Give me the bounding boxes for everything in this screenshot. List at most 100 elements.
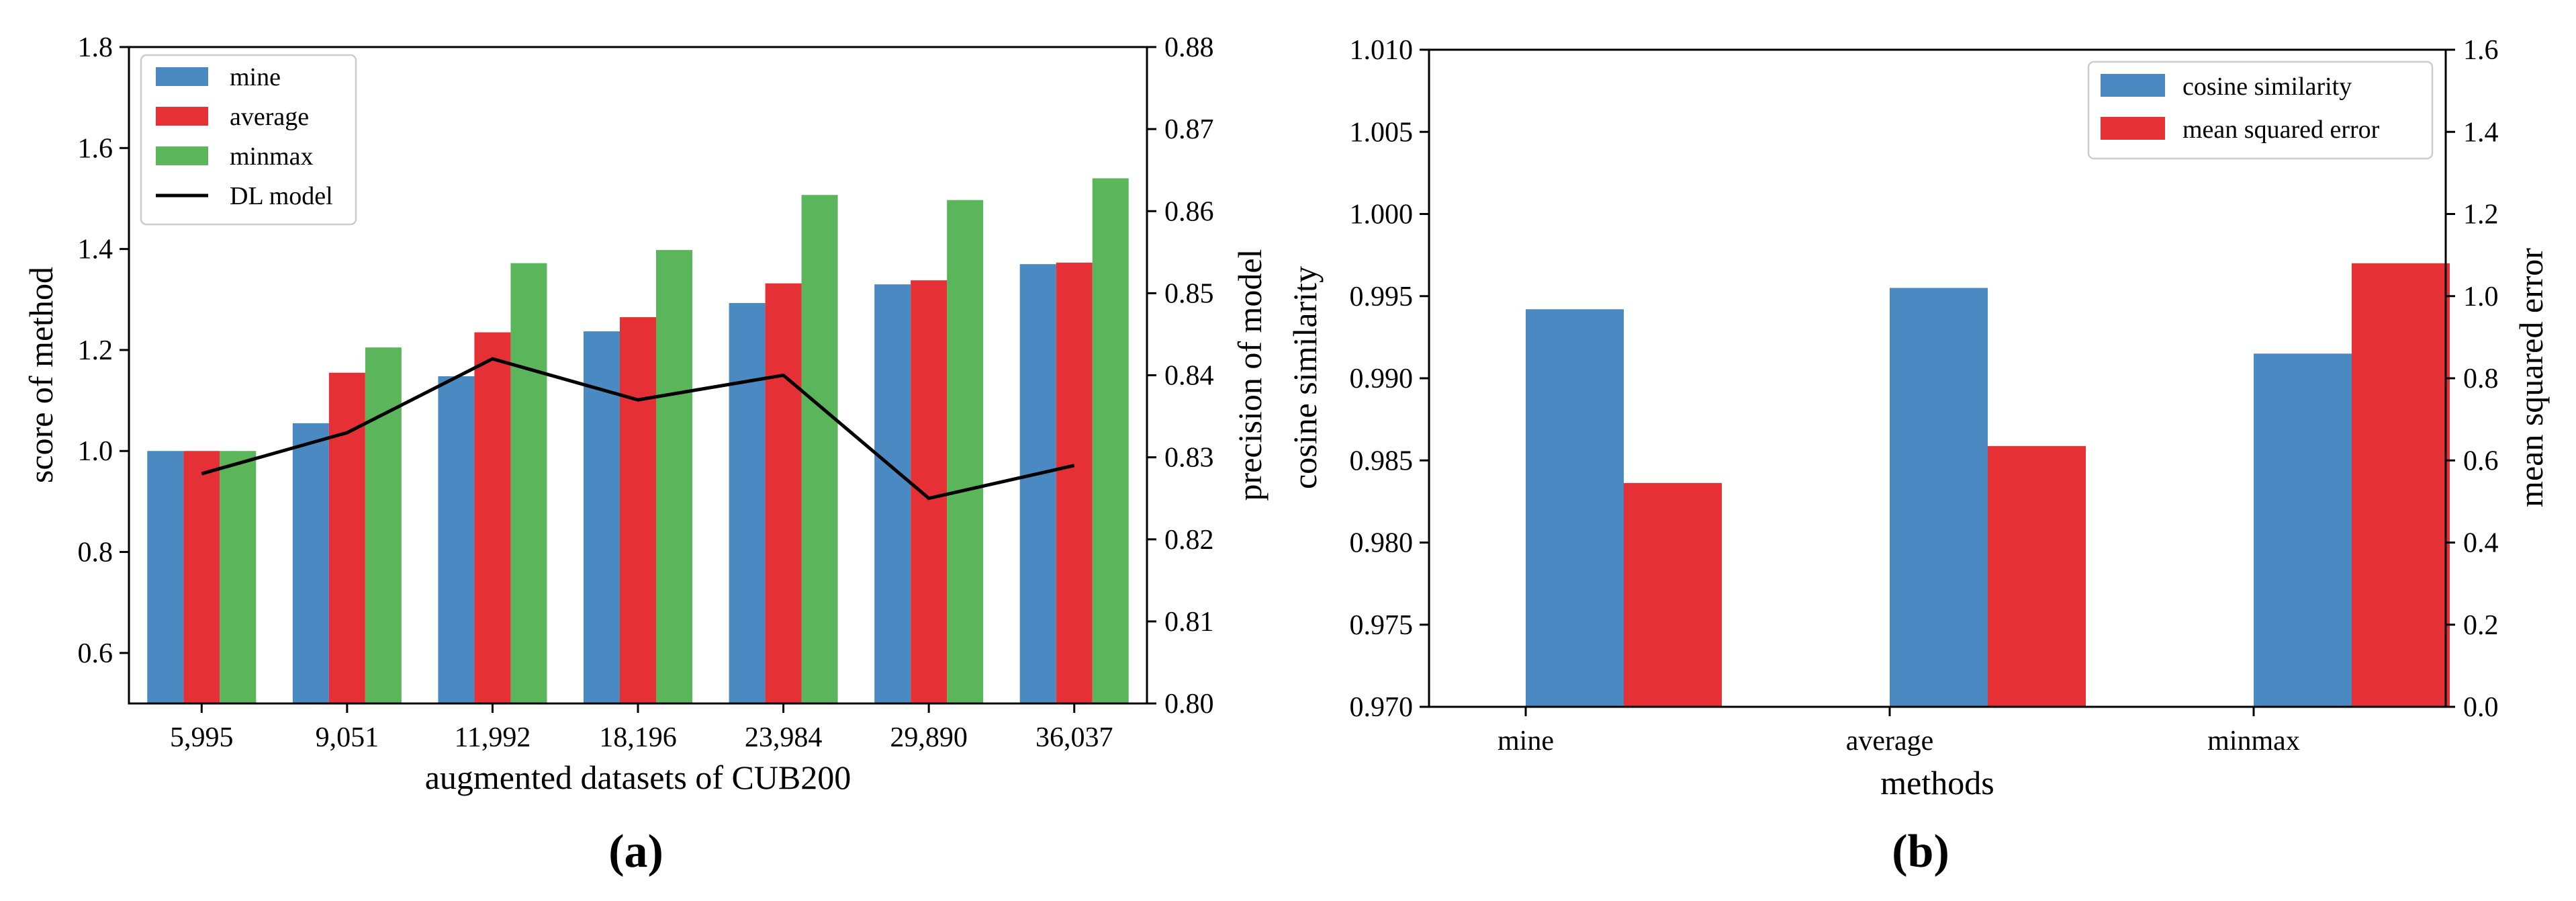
bar-mine-1 [292, 423, 329, 703]
x-tick-label: 23,984 [745, 722, 823, 753]
y-right-tick-label: 1.2 [2463, 200, 2499, 230]
bar-mean-squared-error-2 [2352, 263, 2450, 707]
y-right-tick-label: 0.87 [1164, 114, 1214, 145]
x-tick-label: minmax [2207, 726, 2300, 757]
bar-minmax-2 [510, 263, 547, 703]
chart-b-ylabel: cosine similarity [1286, 266, 1324, 489]
chart-b: 0.970 0.975 0.980 0.985 0.990 0.995 1.000 1.005… [1286, 35, 2550, 877]
y-tick-label: 1.6 [78, 133, 113, 164]
y-tick-label: 0.995 [1350, 282, 1414, 312]
y-tick-label: 0.980 [1350, 528, 1414, 559]
chart-a-xlabel: augmented datasets of CUB200 [425, 759, 852, 796]
y-tick-label: 1.4 [78, 234, 113, 265]
chart-b-y-ticks-right: 0.0 0.2 0.4 0.6 0.8 1.0 1.2 1.4 1.6 [2446, 35, 2499, 723]
bar-mine-4 [729, 303, 766, 703]
bar-average-2 [474, 332, 511, 703]
bar-minmax-3 [656, 250, 692, 703]
legend-label-average: average [230, 103, 309, 131]
legend-swatch-mse [2101, 117, 2165, 140]
y-tick-label: 1.005 [1350, 117, 1414, 148]
legend-swatch-cosine [2101, 74, 2165, 97]
x-tick-label: average [1846, 726, 1934, 757]
y-right-tick-label: 0.80 [1164, 689, 1214, 720]
chart-a-ylabel-right: precision of model [1231, 249, 1269, 501]
x-tick-label: 29,890 [890, 722, 968, 753]
y-right-tick-label: 0.88 [1164, 32, 1214, 63]
legend-label-mse: mean squared error [2182, 116, 2380, 144]
legend-label-mine: mine [230, 63, 281, 91]
chart-b-x-ticks: mine average minmax [1498, 707, 2300, 757]
chart-b-panel-label: (b) [1892, 826, 1949, 877]
bar-average-5 [911, 280, 948, 703]
bar-mine-0 [147, 451, 184, 703]
bar-minmax-4 [801, 195, 838, 703]
y-right-tick-label: 1.4 [2463, 117, 2499, 148]
bar-cosine-similarity-1 [1890, 288, 1988, 707]
bar-mean-squared-error-0 [1624, 482, 1722, 707]
x-tick-label: 36,037 [1036, 722, 1113, 753]
y-right-tick-label: 0.85 [1164, 278, 1214, 309]
chart-a-x-ticks: 5,995 9,051 11,992 18,196 23,984 29,890 36,037 [170, 703, 1113, 753]
y-tick-label: 1.000 [1350, 200, 1414, 230]
chart-b-bars [1526, 263, 2450, 707]
x-tick-label: 9,051 [316, 722, 379, 753]
bar-minmax-5 [947, 200, 984, 703]
x-tick-label: 18,196 [599, 722, 677, 753]
bar-mine-5 [874, 284, 911, 703]
y-tick-label: 1.0 [78, 436, 113, 467]
bar-mean-squared-error-1 [1988, 445, 2086, 707]
chart-b-xlabel: methods [1880, 764, 1994, 802]
y-right-tick-label: 0.0 [2463, 692, 2499, 723]
legend-swatch-mine [156, 67, 208, 86]
y-right-tick-label: 0.86 [1164, 196, 1214, 227]
bar-minmax-0 [220, 451, 257, 703]
bar-average-6 [1056, 262, 1093, 703]
bar-average-4 [765, 283, 802, 704]
y-right-tick-label: 1.0 [2463, 282, 2499, 312]
y-right-tick-label: 0.84 [1164, 361, 1214, 392]
chart-a: 0.60.81.01.21.41.61.8 0.800.810.820.830.… [22, 32, 1269, 877]
chart-b-y-ticks: 0.970 0.975 0.980 0.985 0.990 0.995 1.000 1.005… [1350, 35, 1429, 723]
x-tick-label: 11,992 [454, 722, 531, 753]
y-tick-label: 0.6 [78, 638, 113, 669]
legend-swatch-minmax [156, 146, 208, 165]
y-right-tick-label: 0.82 [1164, 525, 1214, 556]
chart-a-ylabel: score of method [22, 267, 60, 483]
bar-average-0 [183, 451, 220, 703]
y-tick-label: 0.990 [1350, 363, 1414, 394]
chart-a-y-ticks-right: 0.80 0.81 0.82 0.83 0.84 0.85 0.86 0.87 0.88 [1147, 32, 1214, 720]
y-right-tick-label: 0.6 [2463, 445, 2499, 476]
bar-cosine-similarity-0 [1526, 309, 1624, 707]
y-tick-label: 1.2 [78, 335, 113, 366]
chart-a-panel-label: (a) [608, 826, 663, 877]
y-right-tick-label: 0.4 [2463, 528, 2499, 559]
bar-cosine-similarity-2 [2254, 353, 2352, 707]
y-tick-label: 0.985 [1350, 445, 1414, 476]
legend-swatch-average [156, 107, 208, 126]
bar-mine-2 [438, 376, 475, 703]
y-tick-label: 0.970 [1350, 692, 1414, 723]
legend-label-minmax: minmax [230, 142, 314, 171]
chart-a-y-ticks: 0.6 0.8 1.0 1.2 1.4 1.6 1.8 [78, 32, 129, 669]
bar-minmax-1 [365, 347, 402, 703]
x-tick-label: mine [1498, 726, 1554, 757]
y-tick-label: 1.010 [1350, 35, 1414, 66]
bar-average-1 [328, 372, 365, 703]
y-right-tick-label: 0.2 [2463, 610, 2499, 641]
y-tick-label: 0.975 [1350, 610, 1414, 641]
chart-a-bars [147, 178, 1129, 704]
y-tick-label: 0.8 [78, 538, 113, 568]
bar-mine-6 [1019, 264, 1056, 704]
x-tick-label: 5,995 [170, 722, 234, 753]
dl-model-line [201, 357, 1075, 501]
y-tick-label: 1.8 [78, 32, 113, 63]
chart-b-legend: cosine similarity mean squared error [2087, 60, 2434, 160]
y-right-tick-label: 0.8 [2463, 363, 2499, 394]
bar-minmax-6 [1092, 178, 1129, 703]
legend-label-cosine: cosine similarity [2182, 73, 2352, 101]
y-right-tick-label: 0.81 [1164, 607, 1214, 638]
y-right-tick-label: 1.6 [2463, 35, 2499, 66]
chart-b-ylabel-right: mean squared error [2512, 248, 2550, 507]
chart-a-legend: mine average minmax DL model [140, 54, 357, 226]
